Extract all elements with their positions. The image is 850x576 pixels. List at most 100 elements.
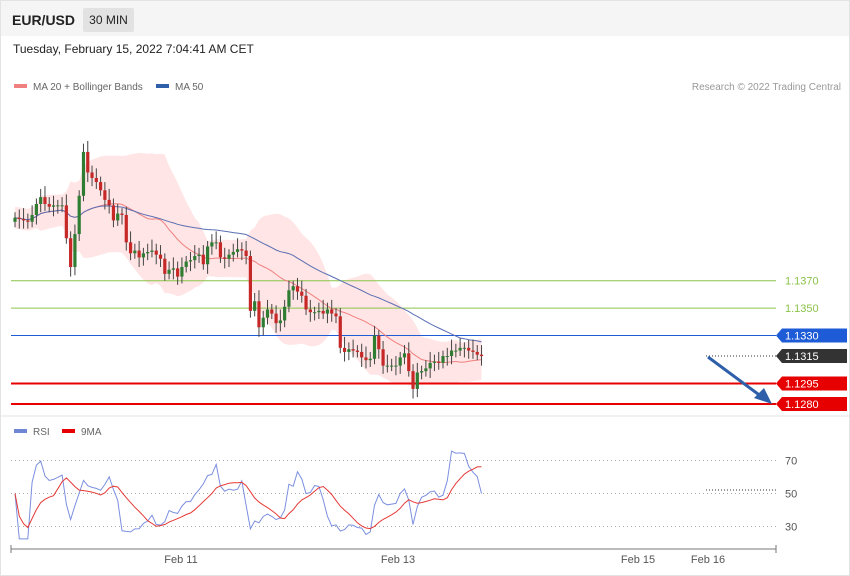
- candle-body: [360, 351, 364, 358]
- candle-body: [428, 362, 432, 369]
- candle-body: [193, 256, 197, 261]
- candle-body: [120, 213, 124, 215]
- rsi-ma-legend-swatch: [62, 429, 75, 433]
- candle-body: [458, 347, 462, 351]
- candle-body: [154, 250, 158, 255]
- candle-body: [257, 301, 261, 328]
- forecast-arrow: [707, 355, 763, 399]
- candle-body: [334, 313, 338, 317]
- candle-body: [467, 347, 471, 351]
- candle-body: [377, 335, 381, 350]
- candle-body: [475, 351, 479, 355]
- candle-body: [471, 350, 475, 352]
- candle-body: [39, 197, 43, 204]
- symbol-title: EUR/USD: [12, 12, 76, 28]
- candle-body: [270, 309, 274, 314]
- candle-body: [394, 365, 398, 367]
- candle-body: [167, 269, 171, 274]
- candle-body: [81, 151, 86, 196]
- ma20-legend-swatch: [14, 84, 27, 88]
- candle-body: [163, 258, 167, 274]
- candle-body: [402, 353, 407, 358]
- candle-body: [180, 267, 184, 277]
- candle-body: [21, 219, 26, 221]
- candle-body: [411, 371, 415, 389]
- rsi-ma-legend-label: 9MA: [81, 427, 102, 438]
- candle-body: [372, 335, 377, 359]
- candle-body: [77, 195, 81, 235]
- candle-body: [304, 295, 308, 310]
- candle-body: [223, 257, 227, 259]
- level-tag-pivot: [776, 328, 847, 343]
- x-tick-label: Feb 13: [381, 554, 415, 566]
- candle-body: [449, 350, 454, 357]
- rsi-tick-label: 30: [785, 522, 797, 534]
- candle-body: [338, 316, 342, 348]
- candle-body: [197, 254, 201, 257]
- candle-body: [111, 205, 116, 221]
- candle-body: [137, 250, 141, 258]
- candle-body: [364, 357, 368, 361]
- x-tick-label: Feb 11: [164, 554, 197, 566]
- ma20-legend-label: MA 20 + Bollinger Bands: [33, 82, 143, 93]
- level-label: 1.1295: [785, 378, 819, 390]
- candle-body: [287, 290, 291, 307]
- candle-body: [141, 253, 145, 258]
- candle-body: [86, 151, 90, 173]
- candle-body: [60, 205, 64, 207]
- candle-body: [283, 306, 287, 321]
- candle-body: [227, 254, 231, 259]
- candle-body: [231, 251, 235, 255]
- candle-body: [300, 291, 304, 296]
- level-tag-support: [776, 397, 847, 411]
- candle-body: [342, 347, 347, 352]
- candle-body: [265, 309, 270, 318]
- candle-body: [240, 249, 244, 251]
- candle-body: [321, 310, 325, 314]
- candle-body: [407, 353, 411, 372]
- candle-body: [146, 251, 150, 254]
- rsi-tick-label: 50: [785, 489, 797, 501]
- candle-body: [454, 350, 458, 352]
- candle-body: [47, 203, 51, 207]
- candle-body: [278, 320, 282, 324]
- candle-body: [274, 313, 278, 324]
- candle-body: [347, 349, 351, 352]
- candle-body: [133, 250, 137, 254]
- level-label: 1.1330: [785, 331, 819, 343]
- candle-body: [128, 242, 133, 254]
- candle-body: [244, 250, 248, 257]
- candle-body: [313, 312, 317, 314]
- candle-body: [94, 177, 98, 183]
- candle-body: [116, 213, 120, 221]
- candle-body: [462, 347, 466, 349]
- candle-body: [51, 205, 56, 207]
- candle-body: [30, 214, 34, 222]
- candle-body: [432, 361, 437, 363]
- candle-body: [325, 309, 330, 314]
- candle-body: [13, 217, 17, 222]
- candle-body: [291, 286, 295, 291]
- candle-body: [437, 361, 441, 363]
- rsi-ma-line: [14, 466, 482, 530]
- candle-body: [73, 234, 77, 267]
- candle-body: [479, 354, 484, 357]
- rsi-tick-label: 70: [785, 456, 797, 468]
- candle-body: [351, 349, 355, 351]
- candle-body: [330, 309, 334, 314]
- candle-body: [26, 220, 30, 222]
- bollinger-band: [15, 152, 482, 388]
- candle-body: [248, 256, 252, 311]
- candle-body: [368, 358, 372, 361]
- candle-body: [171, 268, 175, 270]
- timeframe-button[interactable]: 30 MIN: [83, 8, 134, 32]
- chart-header: EUR/USD 30 MIN: [1, 1, 849, 36]
- level-tag-support: [776, 376, 847, 391]
- candle-body: [441, 356, 445, 363]
- rsi-legend-swatch: [14, 429, 27, 433]
- candle-body: [308, 309, 312, 313]
- level-tag-current: [776, 349, 847, 364]
- candle-body: [381, 349, 385, 366]
- level-label: 1.1315: [785, 351, 819, 363]
